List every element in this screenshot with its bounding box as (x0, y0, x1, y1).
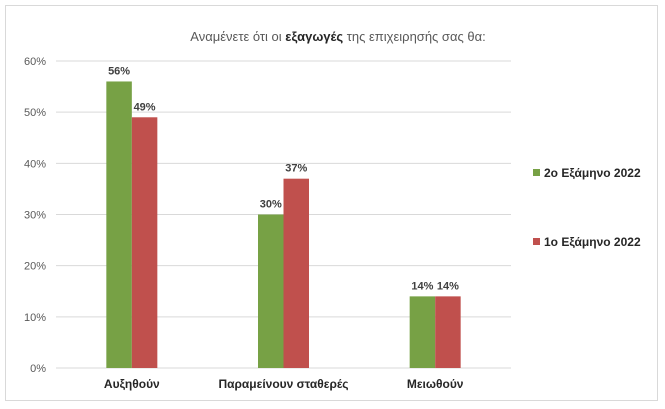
bar (409, 296, 436, 368)
x-category-label: Παραμείνουν σταθερές (218, 377, 348, 391)
y-tick-label: 0% (30, 363, 46, 375)
y-tick-label: 20% (24, 261, 46, 273)
chart-title-bold: εξαγωγές (285, 29, 343, 44)
chart-title-part-2: της επιχειρησής σας θα: (343, 29, 486, 44)
data-label: 14% (437, 280, 459, 292)
y-tick-label: 50% (24, 107, 46, 119)
y-tick-label: 60% (24, 56, 46, 68)
bar (106, 81, 132, 368)
y-tick-label: 10% (24, 312, 46, 324)
chart-title-part-1: Αναμένετε ότι οι (190, 29, 285, 44)
data-label: 14% (411, 280, 433, 292)
legend-label: 1ο Εξάμηνο 2022 (544, 235, 641, 249)
chart-frame: Αναμένετε ότι οι εξαγωγές της επιχειρησή… (5, 5, 658, 401)
data-label: 37% (285, 163, 307, 175)
bar (435, 296, 461, 368)
legend: 2ο Εξάμηνο 2022 1ο Εξάμηνο 2022 (533, 166, 641, 249)
x-category-label: Αυξηθούν (104, 377, 160, 391)
axes: 0% 10% 20% 30% 40% 50% 60% Αυξηθούν Παραμείνουν … (24, 56, 464, 391)
legend-swatch (533, 238, 540, 245)
data-label: 56% (108, 65, 130, 77)
data-label: 49% (134, 101, 156, 113)
legend-swatch (533, 169, 540, 176)
legend-label: 2ο Εξάμηνο 2022 (544, 166, 641, 180)
chart-title: Αναμένετε ότι οι εξαγωγές της επιχειρησή… (190, 29, 485, 44)
bar (258, 214, 284, 368)
y-tick-label: 30% (24, 210, 46, 222)
x-category-label: Μειωθούν (407, 377, 464, 391)
bars (106, 81, 461, 369)
data-labels: 56% 49% 30% 37% 14% 14% (108, 65, 459, 292)
bar-chart: Αναμένετε ότι οι εξαγωγές της επιχειρησή… (24, 29, 641, 391)
data-label: 30% (260, 199, 282, 211)
bar (131, 117, 158, 369)
y-tick-label: 40% (24, 158, 46, 170)
bar (283, 178, 309, 368)
